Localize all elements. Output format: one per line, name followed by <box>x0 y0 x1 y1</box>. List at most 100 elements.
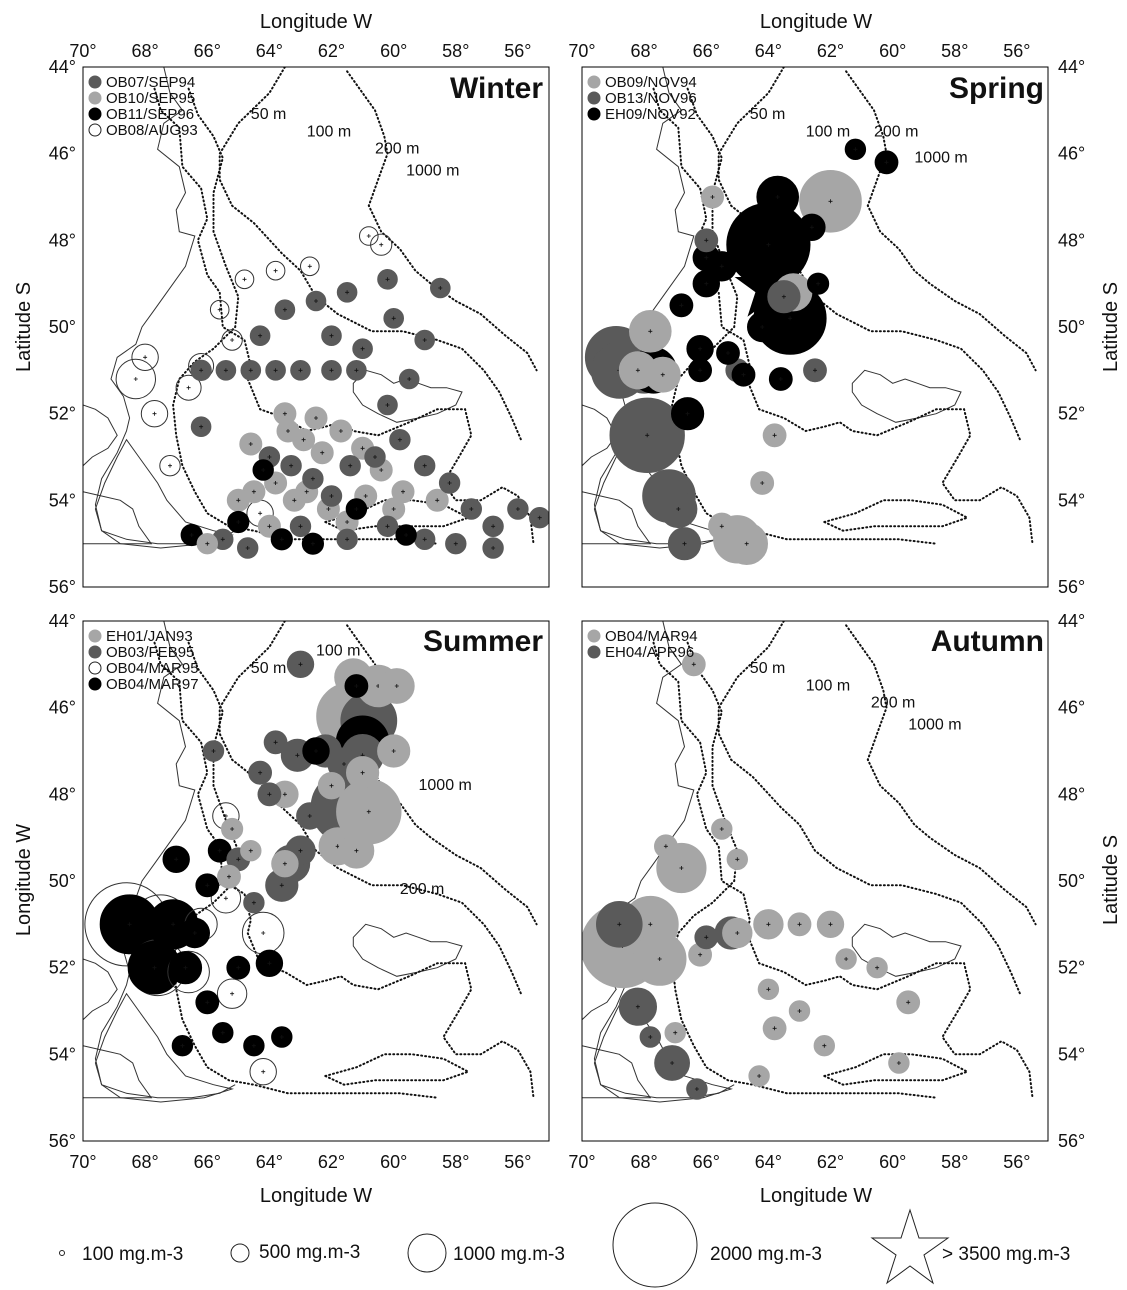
station-cross <box>282 411 287 416</box>
station-cross <box>781 294 786 299</box>
isobath-50m <box>172 87 439 545</box>
station-cross <box>354 684 359 688</box>
station-cross <box>679 303 684 308</box>
station-cross <box>236 498 241 503</box>
station-cross <box>682 541 687 546</box>
y-tick-label: 48° <box>49 784 76 804</box>
station-cross <box>273 481 278 485</box>
size-label-3500: > 3500 mg.m-3 <box>942 1244 1070 1265</box>
station-cross <box>660 372 665 377</box>
x-tick-label: 56° <box>504 1152 531 1172</box>
station-cross <box>314 299 318 303</box>
station-cross <box>673 1030 678 1035</box>
station-cross <box>199 424 204 429</box>
station-cross <box>391 316 396 321</box>
station-cross <box>289 463 294 468</box>
station-cross <box>227 874 231 879</box>
station-cross <box>635 368 640 373</box>
station-cross <box>385 524 390 529</box>
station-cross <box>822 1043 827 1048</box>
station-cross <box>273 368 278 373</box>
y-tick-label: 54° <box>1058 490 1085 510</box>
station-cross <box>282 792 287 797</box>
station-cross <box>735 931 740 935</box>
station-marker <box>216 978 248 1009</box>
y-tick-label: 44° <box>1058 57 1085 77</box>
station-cross <box>298 368 303 373</box>
station-cross <box>282 307 287 312</box>
station-cross <box>354 368 359 373</box>
station-cross <box>698 346 703 351</box>
station-cross <box>694 1087 699 1091</box>
station-cross <box>896 1061 901 1065</box>
y-tick-label: 50° <box>1058 317 1085 337</box>
station-cross <box>329 494 334 498</box>
isobath-200m <box>652 641 1034 1099</box>
y-tick-label: 44° <box>49 57 76 77</box>
station-cross <box>875 965 880 970</box>
x-tick-label: 64° <box>755 1152 782 1172</box>
size-label-1000: 1000 mg.m-3 <box>453 1244 565 1265</box>
legend-label: OB04/MAR95 <box>106 660 199 677</box>
station-cross <box>744 541 749 546</box>
station-cross <box>286 429 290 433</box>
station-cross <box>679 866 684 870</box>
coastline-tierra-del-fuego <box>83 1045 153 1099</box>
station-cross <box>617 922 622 927</box>
panel-spring: Longitude W Latitude S 70° 68° 66° 64° 62° 60… <box>568 11 1122 597</box>
station-cross <box>282 861 287 866</box>
station-cross <box>186 385 191 390</box>
bottom-x-axis-label: Longitude W <box>760 1185 872 1207</box>
station-cross <box>258 770 263 775</box>
station-cross <box>515 507 520 511</box>
station-cross <box>704 255 709 260</box>
season-title: Summer <box>423 625 543 658</box>
x-tick-label: 60° <box>380 41 407 61</box>
x-tick-label: 68° <box>630 41 657 61</box>
falkland-islands <box>851 369 962 423</box>
station-cross <box>133 377 138 381</box>
station-cross <box>778 377 783 381</box>
isobath-label: 100 m <box>307 123 351 140</box>
coastline <box>593 621 735 1099</box>
isobath-200m <box>652 87 1034 545</box>
isobath-label: 1000 m <box>406 162 459 179</box>
y-tick-label: 48° <box>1058 230 1085 250</box>
station-markers <box>584 138 899 566</box>
legend-swatch <box>88 107 102 121</box>
station-cross <box>766 242 771 247</box>
isobath-100m <box>218 621 522 995</box>
isobath-label: 1000 m <box>419 777 472 794</box>
station-cross <box>298 662 303 667</box>
station-cross <box>360 770 365 775</box>
x-tick-label: 60° <box>879 41 906 61</box>
station-cross <box>360 446 365 451</box>
y-tick-label: 46° <box>49 698 76 718</box>
y-tick-label: 50° <box>49 317 76 337</box>
station-cross <box>223 368 228 373</box>
coastline-tierra-del-fuego-island <box>94 992 235 1103</box>
station-cross <box>258 511 263 516</box>
isobath-labels: 100 m 50 m 1000 m 200 m <box>251 643 472 898</box>
isobath-label: 1000 m <box>914 149 967 166</box>
top-x-ticks: 70° 68° 66° 64° 62° 60° 58° 56° <box>568 41 1030 61</box>
station-cross <box>379 242 384 247</box>
x-tick-label: 66° <box>693 41 720 61</box>
coastline-tierra-del-fuego <box>582 1045 652 1099</box>
isobath-200m <box>153 87 535 545</box>
x-tick-label: 62° <box>817 41 844 61</box>
station-cross <box>180 1043 185 1048</box>
top-x-axis-label: Longitude W <box>260 11 372 33</box>
isobath-200m <box>153 641 535 1099</box>
map-frame <box>82 66 550 588</box>
x-tick-label: 64° <box>755 41 782 61</box>
x-tick-label: 58° <box>442 1152 469 1172</box>
station-cross <box>645 433 650 438</box>
x-tick-label: 70° <box>568 1152 595 1172</box>
station-markers <box>582 652 921 1100</box>
station-cross <box>828 199 833 204</box>
station-cross <box>183 965 188 970</box>
x-tick-label: 58° <box>941 41 968 61</box>
station-marker <box>115 358 157 400</box>
station-cross <box>320 450 325 455</box>
